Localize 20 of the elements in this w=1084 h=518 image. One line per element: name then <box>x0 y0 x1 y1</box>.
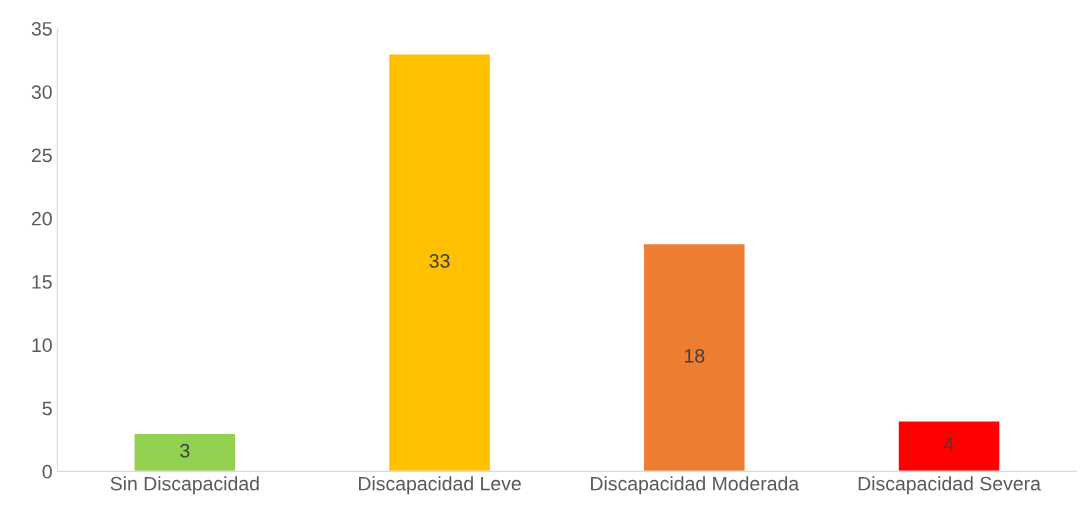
x-tick-label: Discapacidad Leve <box>359 476 521 495</box>
y-tick-label: 30 <box>31 85 52 99</box>
bar <box>642 242 746 472</box>
y-tick-label: 35 <box>31 21 52 36</box>
y-tick-label: 15 <box>32 275 52 289</box>
y-tick-label: 0 <box>42 464 52 479</box>
bar <box>133 432 237 472</box>
y-tick-label: 20 <box>31 211 52 226</box>
data-label: 33 <box>429 254 450 268</box>
x-tick-label: Discapacidad Severa <box>858 476 1041 495</box>
data-label: 18 <box>684 348 705 363</box>
x-tick-label: Discapacidad Moderada <box>591 476 800 495</box>
x-tick-label: Sin Discapacidad <box>110 476 259 495</box>
y-tick-label: 25 <box>31 148 52 163</box>
y-tick-label: 5 <box>42 401 52 416</box>
bar <box>387 53 492 472</box>
data-label: 4 <box>944 437 954 452</box>
bar <box>897 420 1001 472</box>
y-tick-label: 10 <box>32 338 52 353</box>
data-label: 3 <box>180 443 190 458</box>
